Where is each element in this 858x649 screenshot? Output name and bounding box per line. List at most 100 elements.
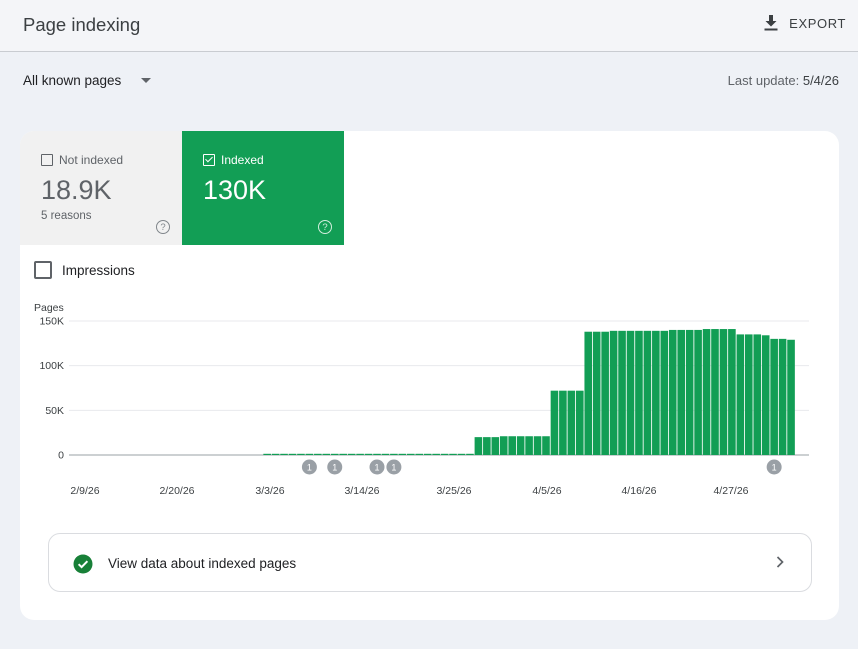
- annotation-marker-label: 1: [391, 463, 396, 473]
- export-button[interactable]: EXPORT: [763, 14, 846, 32]
- annotation-marker: [766, 459, 782, 475]
- page-filter-value: All known pages: [23, 73, 122, 88]
- x-tick-label: 2/9/26: [70, 485, 99, 497]
- chart-bar: [347, 453, 356, 455]
- chart-bar: [736, 334, 745, 455]
- chart-bar: [398, 453, 407, 455]
- chart-bar: [305, 453, 314, 455]
- last-update-value: 5/4/26: [802, 73, 839, 88]
- annotation-marker: [301, 459, 317, 475]
- chart-bar: [466, 453, 474, 455]
- x-tick-label: 3/14/26: [344, 485, 379, 497]
- not-indexed-checkbox[interactable]: [41, 154, 53, 166]
- y-tick-label: 50K: [45, 405, 64, 417]
- chart-bar: [728, 329, 736, 455]
- chart-bar: [559, 390, 567, 455]
- indexed-label: Indexed: [221, 153, 264, 167]
- chart-bar: [339, 453, 347, 455]
- chart-bar: [449, 453, 457, 455]
- chart-bar: [745, 334, 753, 455]
- chart-bar: [525, 436, 533, 455]
- y-axis-label: Pages: [34, 302, 64, 314]
- view-indexed-pages-link[interactable]: View data about indexed pages: [48, 533, 812, 592]
- chart-bar: [618, 330, 626, 455]
- chart-bar: [576, 390, 584, 455]
- chart-bar: [550, 390, 559, 455]
- chart-bar: [516, 436, 525, 455]
- export-label: EXPORT: [789, 15, 846, 31]
- chart-bar: [770, 338, 778, 455]
- impressions-checkbox[interactable]: [34, 261, 52, 279]
- page-filter-dropdown[interactable]: All known pages: [23, 73, 152, 88]
- x-tick-label: 3/3/26: [255, 485, 284, 497]
- chart-bar: [364, 453, 373, 455]
- view-indexed-pages-text: View data about indexed pages: [108, 556, 297, 571]
- x-tick-label: 2/20/26: [159, 485, 194, 497]
- chart-bar: [373, 453, 381, 455]
- impressions-label: Impressions: [62, 262, 135, 278]
- annotation-marker-label: 1: [772, 463, 777, 473]
- chart-bar: [677, 329, 685, 455]
- chart-bar: [407, 453, 415, 455]
- chart-bar: [280, 453, 288, 455]
- x-tick-label: 4/16/26: [621, 485, 656, 497]
- chart-bar: [652, 330, 660, 455]
- chart-bar: [499, 436, 508, 455]
- annotation-marker-label: 1: [374, 463, 379, 473]
- chart-bar: [778, 338, 787, 455]
- chart-bar: [592, 331, 601, 455]
- chart-bar: [702, 329, 711, 455]
- chart-bar: [491, 437, 500, 455]
- chart-bar: [483, 437, 491, 455]
- chart-bar: [694, 329, 702, 455]
- x-tick-label: 4/5/26: [532, 485, 561, 497]
- chart-bar: [626, 330, 635, 455]
- chart-bar: [542, 436, 550, 455]
- check-circle-icon: [73, 554, 93, 574]
- chart-bar: [415, 453, 424, 455]
- indexed-checkbox[interactable]: [203, 154, 215, 166]
- chart-bar: [474, 437, 483, 455]
- chart-bar: [685, 329, 694, 455]
- not-indexed-tile[interactable]: Not indexed 18.9K 5 reasons ?: [20, 131, 182, 245]
- chart-bar: [457, 453, 466, 455]
- dropdown-caret-icon: [141, 78, 152, 83]
- chart-bar: [761, 335, 770, 455]
- chart-bar: [787, 339, 795, 455]
- not-indexed-label: Not indexed: [59, 153, 124, 167]
- chart-bar: [508, 436, 516, 455]
- chart-bar: [643, 330, 652, 455]
- chart-bar: [297, 453, 305, 455]
- chart-bar: [635, 330, 643, 455]
- chart-bar: [660, 330, 669, 455]
- annotation-marker: [327, 459, 343, 475]
- impressions-toggle[interactable]: Impressions: [34, 261, 135, 279]
- chart-bar: [263, 453, 271, 455]
- chart-bar: [322, 453, 331, 455]
- chart-bar: [432, 453, 440, 455]
- indexed-tile[interactable]: Indexed 130K ?: [182, 131, 344, 245]
- chart-bar: [711, 329, 719, 455]
- app-header: Page indexing EXPORT: [0, 0, 858, 52]
- annotation-marker: [386, 459, 402, 475]
- chart-bar: [719, 329, 728, 455]
- chart-bar: [668, 329, 677, 455]
- x-tick-label: 3/25/26: [436, 485, 471, 497]
- help-icon[interactable]: ?: [156, 220, 170, 234]
- x-tick-label: 4/27/26: [713, 485, 748, 497]
- not-indexed-reasons: 5 reasons: [41, 210, 92, 222]
- chart-bar: [440, 453, 449, 455]
- chart-bar: [356, 453, 364, 455]
- chevron-right-icon: [776, 556, 784, 568]
- report-card: Not indexed 18.9K 5 reasons ? Indexed 13…: [20, 131, 839, 620]
- chart-bar: [567, 390, 576, 455]
- chart-bar: [423, 453, 432, 455]
- indexed-pages-chart: Pages 0 50K 100K 150K 1 1 1 1 1 2/9/26 2/20/26 3/3/2…: [34, 302, 809, 497]
- help-icon[interactable]: ?: [318, 220, 332, 234]
- last-update: Last update: 5/4/26: [728, 73, 839, 88]
- last-update-label: Last update:: [727, 73, 800, 88]
- chart-bar: [753, 334, 762, 455]
- page-title: Page indexing: [23, 14, 141, 35]
- y-tick-label: 150K: [39, 316, 64, 328]
- chart-bar: [314, 453, 322, 455]
